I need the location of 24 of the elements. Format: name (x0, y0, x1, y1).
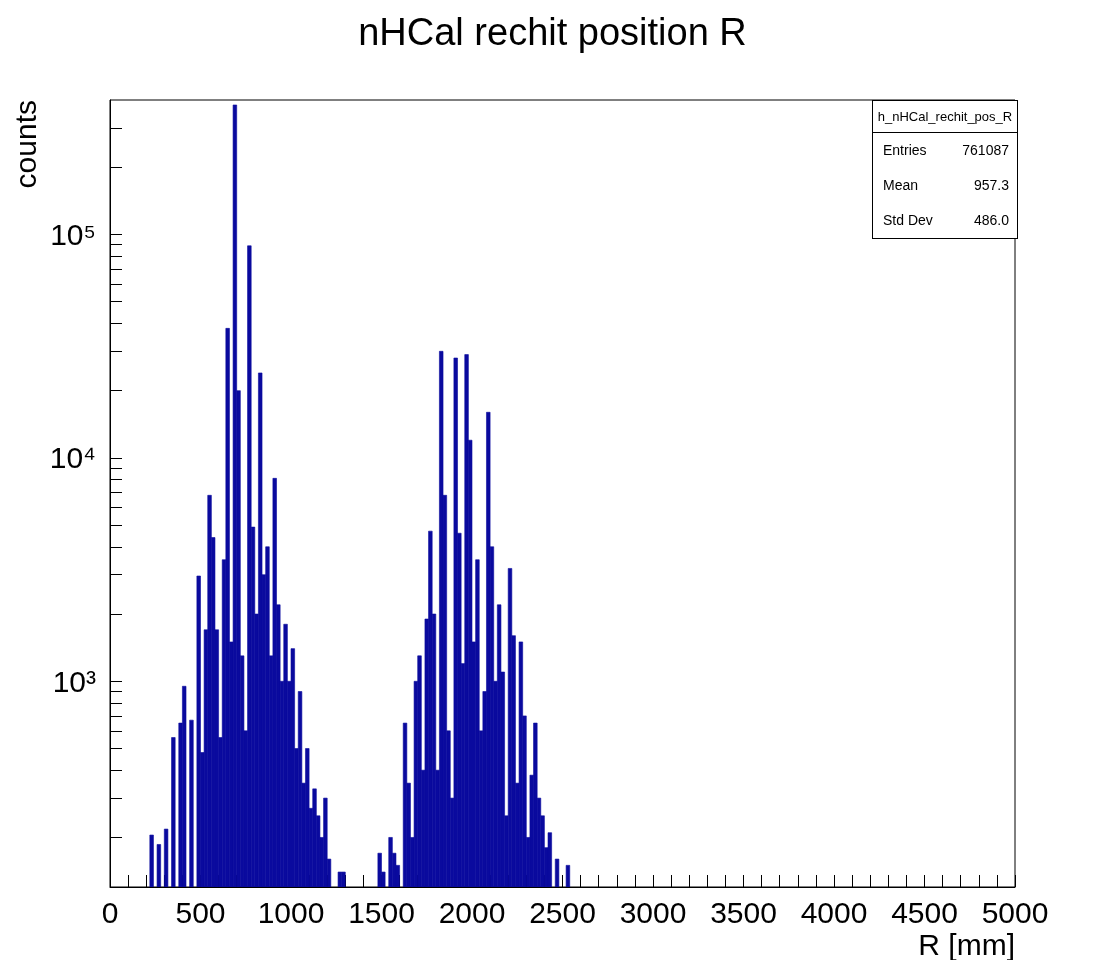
annotation: 486.0 (973, 212, 1009, 228)
x-axis-title: R [mm] (918, 927, 1015, 960)
x-tick-label: 3000 (619, 895, 687, 929)
x-tick-label: 2500 (529, 895, 596, 929)
annotation: Std Dev (883, 212, 933, 228)
annotation: 761087 (962, 142, 1009, 158)
y-tick-label: 10³ (52, 664, 97, 698)
x-tick-label: 1000 (257, 895, 325, 929)
annotation: Mean (883, 177, 919, 193)
chart-title: nHCal rechit position R (358, 11, 747, 53)
x-tick-label: 3500 (710, 895, 777, 929)
x-tick-label: 0 (101, 895, 119, 929)
x-tick-label: 4500 (891, 895, 958, 929)
annotation: h_nHCal_rechit_pos_R (873, 101, 1017, 133)
annotation: Entries (883, 142, 927, 158)
x-tick-label: 1500 (348, 895, 415, 929)
y-tick-label: 10⁴ (49, 441, 96, 475)
x-tick-label: 5000 (981, 895, 1049, 929)
annotation: 957.3 (973, 177, 1009, 193)
x-tick-label: 2000 (438, 895, 506, 929)
x-tick-label: 500 (175, 895, 226, 929)
y-tick-label: 10⁵ (50, 218, 96, 251)
x-tick-label: 4000 (800, 895, 868, 929)
y-axis-title: counts (8, 100, 42, 189)
